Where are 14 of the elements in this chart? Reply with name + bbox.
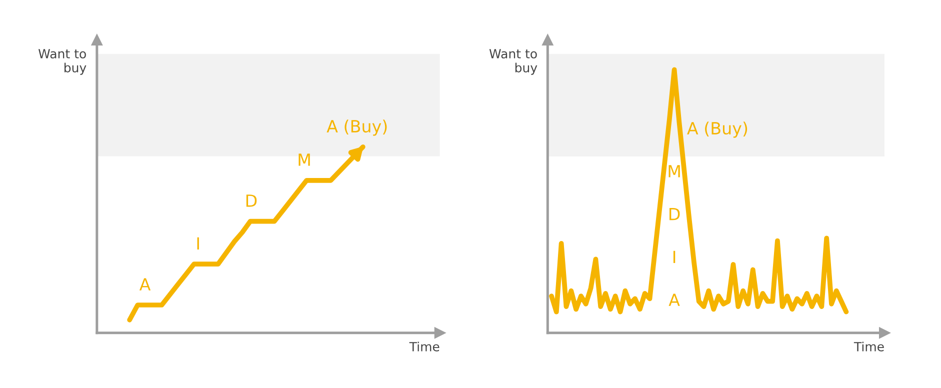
x-axis-title: Time xyxy=(854,342,884,352)
annotation: D xyxy=(246,194,257,207)
annotation: D xyxy=(670,208,680,220)
annotation: I xyxy=(673,250,676,264)
annotation: I xyxy=(197,237,199,250)
y-axis-title: Want to buy xyxy=(38,49,86,75)
text: A (Buy) xyxy=(326,120,387,136)
annotation: M xyxy=(668,165,680,178)
y-axis-title: Want to buy xyxy=(489,49,538,75)
annotation: A xyxy=(139,278,151,290)
annotation: M xyxy=(298,154,310,166)
annotation: A (Buy) xyxy=(687,122,748,138)
annotation: A xyxy=(668,294,680,306)
x-axis-title: Time xyxy=(409,342,440,352)
